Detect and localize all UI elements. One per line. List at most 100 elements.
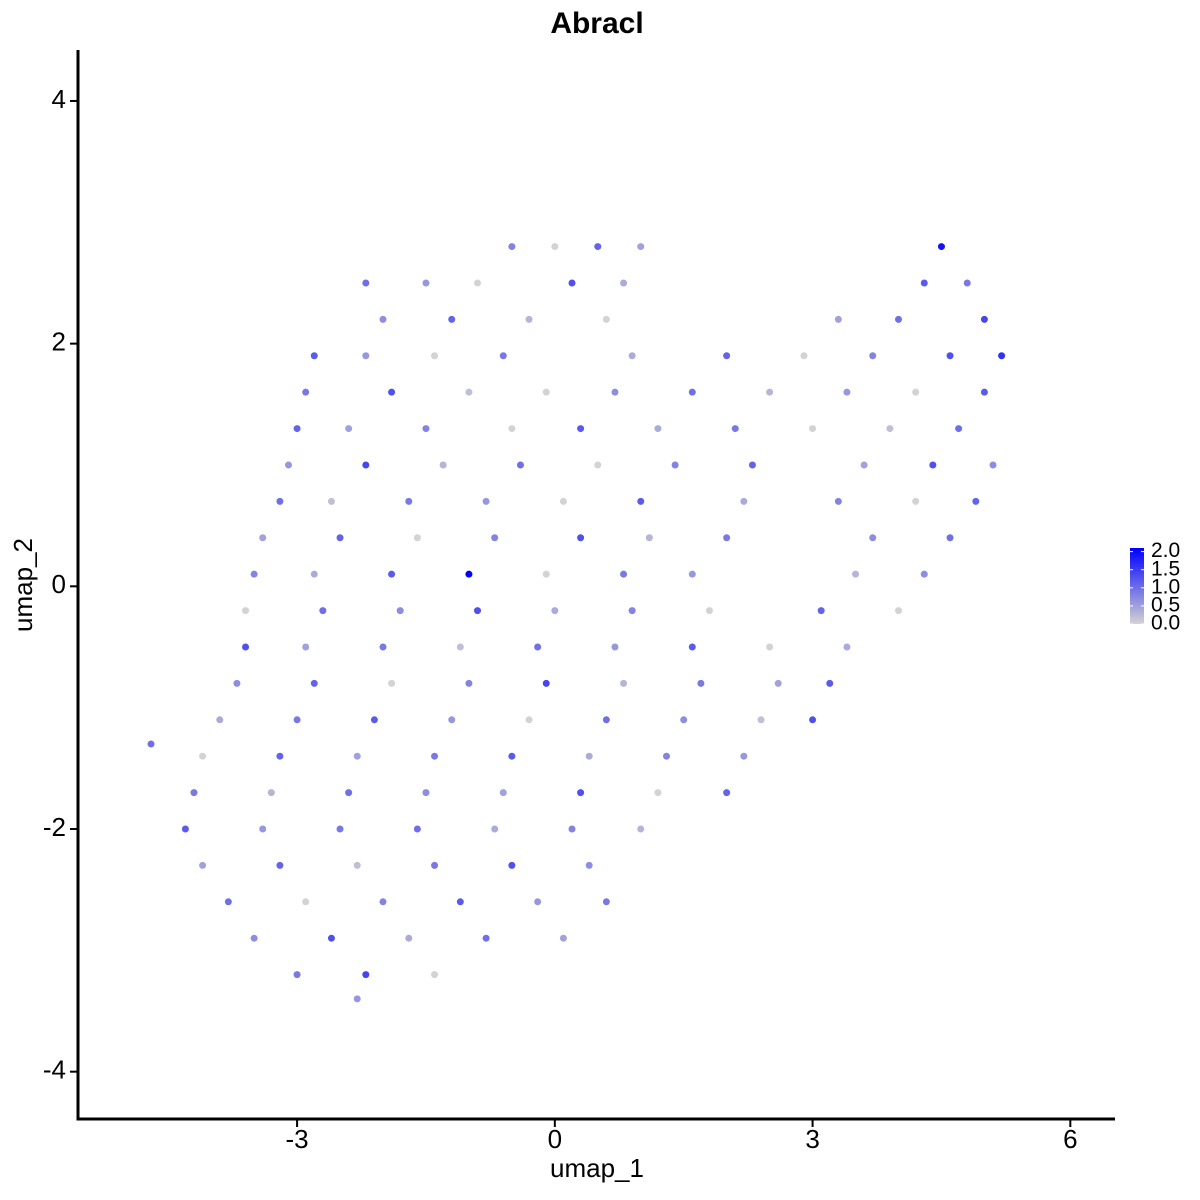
point — [611, 643, 619, 651]
point — [568, 825, 576, 833]
point — [568, 279, 576, 287]
point — [413, 534, 421, 542]
point — [508, 243, 516, 251]
point — [465, 388, 473, 396]
point — [534, 898, 542, 906]
point — [499, 789, 507, 797]
point — [362, 279, 370, 287]
point — [242, 607, 250, 615]
point — [688, 643, 696, 651]
point — [319, 607, 327, 615]
point — [431, 352, 439, 360]
point — [886, 425, 894, 433]
point — [817, 607, 825, 615]
point — [284, 461, 292, 469]
point — [508, 752, 516, 760]
point — [843, 643, 851, 651]
point — [336, 825, 344, 833]
point — [963, 279, 971, 287]
point — [224, 898, 232, 906]
point — [448, 315, 456, 323]
point — [585, 861, 593, 869]
point — [310, 570, 318, 578]
point — [894, 607, 902, 615]
point — [577, 534, 585, 542]
point — [310, 679, 318, 687]
point — [705, 607, 713, 615]
colorbar-label: 0.0 — [1151, 612, 1180, 635]
point — [637, 243, 645, 251]
point — [620, 279, 628, 287]
point — [774, 679, 782, 687]
point — [474, 279, 482, 287]
point — [405, 497, 413, 505]
point — [628, 352, 636, 360]
point — [508, 425, 516, 433]
point — [894, 315, 902, 323]
point — [577, 425, 585, 433]
point — [405, 934, 413, 942]
point — [233, 679, 241, 687]
point — [731, 425, 739, 433]
colorbar-label: 2.0 — [1151, 539, 1180, 562]
point — [800, 352, 808, 360]
point — [980, 388, 988, 396]
point — [499, 352, 507, 360]
point — [972, 497, 980, 505]
y-axis-label: umap_2 — [8, 538, 38, 632]
point — [491, 534, 499, 542]
point — [723, 352, 731, 360]
point — [422, 279, 430, 287]
colorbar: 0.00.51.01.52.0 — [1130, 539, 1180, 635]
point — [379, 315, 387, 323]
point — [242, 643, 250, 651]
point — [912, 497, 920, 505]
point — [259, 825, 267, 833]
point — [542, 679, 550, 687]
point — [542, 570, 550, 578]
point — [577, 789, 585, 797]
point — [482, 497, 490, 505]
point — [388, 570, 396, 578]
point — [259, 534, 267, 542]
point — [748, 461, 756, 469]
point — [542, 388, 550, 396]
point — [310, 352, 318, 360]
point — [860, 461, 868, 469]
point — [431, 752, 439, 760]
point — [336, 534, 344, 542]
y-tick-label: 0 — [52, 569, 66, 599]
point — [637, 497, 645, 505]
point — [345, 789, 353, 797]
axes: -3 0 3 6 -4 -2 0 2 4 — [43, 50, 1115, 1154]
point — [353, 752, 361, 760]
point — [327, 497, 335, 505]
point — [516, 461, 524, 469]
colorbar-label: 1.5 — [1151, 557, 1180, 580]
point — [766, 643, 774, 651]
point — [697, 679, 705, 687]
point — [250, 934, 258, 942]
point — [431, 971, 439, 979]
point — [267, 789, 275, 797]
colorbar-label: 0.5 — [1151, 593, 1180, 616]
point — [422, 425, 430, 433]
point — [448, 716, 456, 724]
point — [594, 243, 602, 251]
chart-title: Abracl — [550, 7, 643, 40]
point — [413, 825, 421, 833]
y-tick-label: -4 — [43, 1055, 66, 1085]
point — [465, 570, 473, 578]
point — [645, 534, 653, 542]
point — [852, 570, 860, 578]
x-tick-label: -3 — [286, 1124, 309, 1154]
point — [250, 570, 258, 578]
point — [834, 497, 842, 505]
x-tick-label: 3 — [805, 1124, 819, 1154]
point — [362, 352, 370, 360]
point — [920, 279, 928, 287]
point — [688, 388, 696, 396]
point — [551, 243, 559, 251]
point — [620, 679, 628, 687]
point — [654, 425, 662, 433]
